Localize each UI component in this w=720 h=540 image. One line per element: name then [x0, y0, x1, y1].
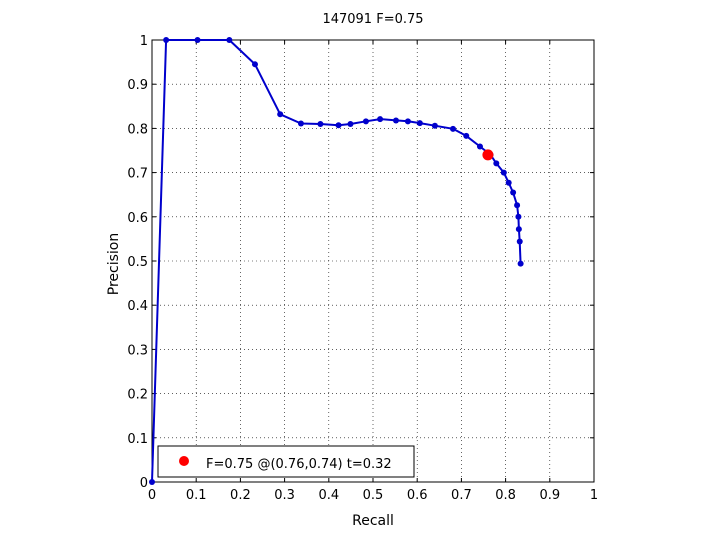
pr-curve-point: [163, 37, 170, 43]
series-group: [149, 37, 524, 485]
pr-curve-point: [335, 122, 342, 129]
x-tick-label: 0.1: [186, 488, 207, 503]
pr-curve-point: [450, 125, 457, 132]
pr-curve-point: [377, 116, 384, 123]
pr-curve-point: [317, 120, 324, 127]
y-tick-label: 0.3: [127, 343, 148, 358]
pr-curve-point: [515, 213, 522, 220]
y-tick-label: 0.8: [127, 122, 148, 137]
legend-label: F=0.75 @(0.76,0.74) t=0.32: [206, 457, 392, 472]
y-tick-label: 0.6: [127, 211, 148, 226]
pr-curve-point: [297, 120, 304, 127]
y-tick-label: 1: [140, 34, 148, 49]
pr-curve-point: [416, 120, 423, 127]
y-tick-label: 0.4: [127, 299, 148, 314]
y-tick-label: 0.7: [127, 167, 148, 182]
x-axis-label: Recall: [352, 513, 394, 529]
pr-curve-point: [510, 189, 517, 196]
y-tick-label: 0.2: [127, 388, 148, 403]
x-tick-label: 0: [148, 488, 156, 503]
grid-lines: [152, 40, 594, 482]
x-tick-label: 0.6: [407, 488, 428, 503]
x-tick-label: 1: [590, 488, 598, 503]
x-tick-label: 0.9: [539, 488, 560, 503]
pr-curve-point: [194, 37, 201, 43]
pr-curve-point: [347, 120, 354, 127]
y-tick-label: 0.5: [127, 255, 148, 270]
x-tick-label: 0.5: [363, 488, 384, 503]
best-f-point: [482, 149, 494, 161]
pr-curve-point: [226, 37, 233, 43]
pr-curve-point: [362, 118, 369, 125]
chart-title: 147091 F=0.75: [322, 12, 423, 27]
pr-curve-point: [505, 179, 512, 186]
y-tick-label: 0.9: [127, 78, 148, 93]
x-tick-label: 0.8: [495, 488, 516, 503]
y-tick-label: 0: [140, 476, 148, 491]
pr-curve-point: [516, 238, 523, 245]
pr-curve-point: [251, 61, 258, 68]
pr-curve-point: [514, 202, 521, 209]
legend: F=0.75 @(0.76,0.74) t=0.32: [157, 445, 415, 478]
axis-ticks: 0 0.1 0.2 0.3 0.4 0.5 0.6 0.7 0.8 0.9 1 0 0.1 0.2 0.3 0…: [127, 34, 598, 503]
pr-curve-point: [493, 160, 500, 167]
pr-curve-point: [517, 260, 524, 267]
x-tick-label: 0.3: [274, 488, 295, 503]
x-tick-label: 0.4: [318, 488, 339, 503]
pr-curve-point: [476, 143, 483, 150]
pr-curve-point: [277, 111, 284, 118]
y-axis-label: Precision: [106, 233, 122, 295]
x-tick-label: 0.7: [451, 488, 472, 503]
pr-curve-point: [392, 117, 399, 124]
pr-curve-point: [500, 169, 507, 176]
y-tick-label: 0.1: [127, 432, 148, 447]
pr-curve-point: [431, 122, 438, 129]
pr-curve-point: [515, 226, 522, 233]
x-tick-label: 0.2: [230, 488, 251, 503]
pr-curve-point: [149, 479, 155, 485]
legend-marker: [179, 456, 189, 466]
legend-box: [157, 445, 415, 478]
pr-curve-point: [404, 118, 411, 125]
pr-curve-point: [463, 132, 470, 139]
